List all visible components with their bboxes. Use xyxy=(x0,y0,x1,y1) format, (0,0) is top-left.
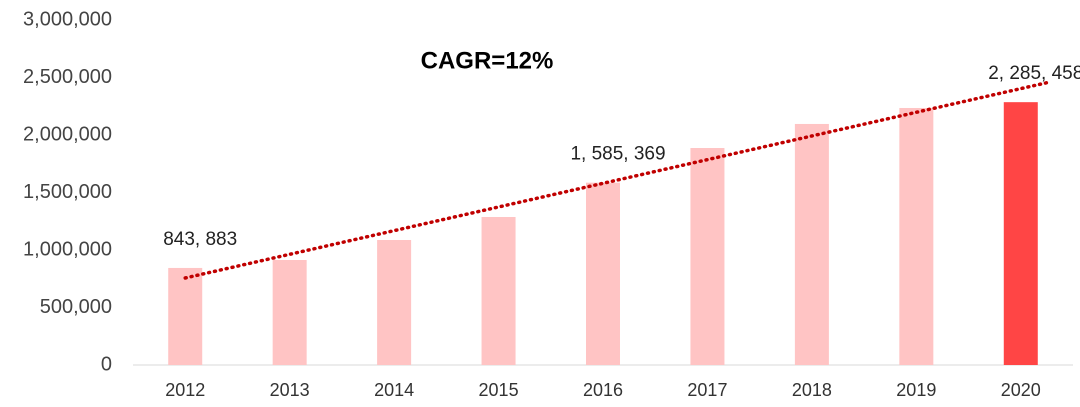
trendline xyxy=(183,80,1053,280)
x-tick-label: 2019 xyxy=(896,380,936,400)
y-tick-label: 0 xyxy=(101,353,112,375)
x-tick-label: 2018 xyxy=(792,380,832,400)
y-tick-label: 1,500,000 xyxy=(23,181,112,203)
bar xyxy=(481,216,516,365)
bar xyxy=(690,147,725,365)
bar xyxy=(586,182,620,365)
y-tick-label: 500,000 xyxy=(40,296,112,318)
annotation: CAGR=12% xyxy=(421,47,554,74)
x-tick-label: 2020 xyxy=(1001,380,1041,400)
x-tick-label: 2013 xyxy=(270,380,310,400)
y-tick-label: 2,000,000 xyxy=(23,123,112,145)
bar xyxy=(794,123,829,366)
value-label: 2, 285, 458 xyxy=(988,63,1080,84)
value-label: 1, 585, 369 xyxy=(570,144,665,165)
bar xyxy=(377,239,412,365)
x-tick-label: 2016 xyxy=(583,380,623,400)
bar xyxy=(1003,102,1038,365)
x-tick-label: 2012 xyxy=(165,380,205,400)
bar xyxy=(899,107,934,365)
bar xyxy=(168,267,203,365)
y-tick-label: 1,000,000 xyxy=(23,238,112,260)
y-tick-label: 2,500,000 xyxy=(23,66,112,88)
x-tick-label: 2014 xyxy=(374,380,414,400)
x-tick-label: 2017 xyxy=(687,380,727,400)
y-tick-label: 3,000,000 xyxy=(23,8,112,30)
x-tick-label: 2015 xyxy=(479,380,519,400)
value-label: 843, 883 xyxy=(163,229,237,250)
bar xyxy=(272,260,307,365)
